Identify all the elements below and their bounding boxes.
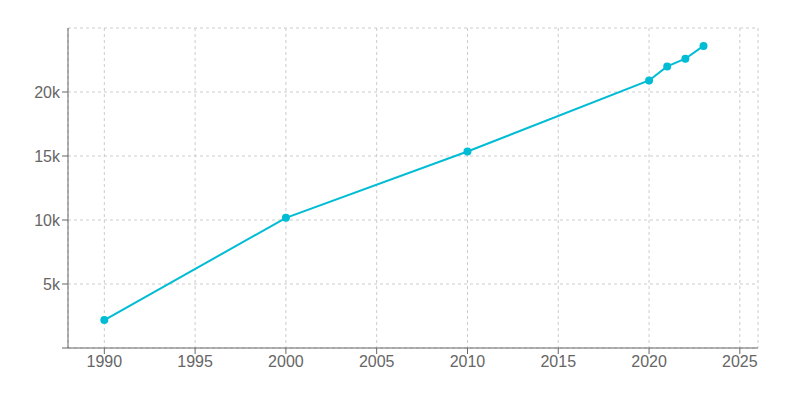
svg-text:20k: 20k — [34, 84, 61, 101]
svg-text:2005: 2005 — [359, 353, 395, 370]
svg-text:2010: 2010 — [450, 353, 486, 370]
svg-text:1990: 1990 — [87, 353, 123, 370]
svg-text:1995: 1995 — [177, 353, 213, 370]
svg-text:2020: 2020 — [631, 353, 667, 370]
svg-text:15k: 15k — [34, 148, 61, 165]
svg-text:5k: 5k — [43, 276, 61, 293]
svg-text:10k: 10k — [34, 212, 61, 229]
svg-text:2015: 2015 — [540, 353, 576, 370]
svg-text:2025: 2025 — [722, 353, 758, 370]
svg-text:2000: 2000 — [268, 353, 304, 370]
